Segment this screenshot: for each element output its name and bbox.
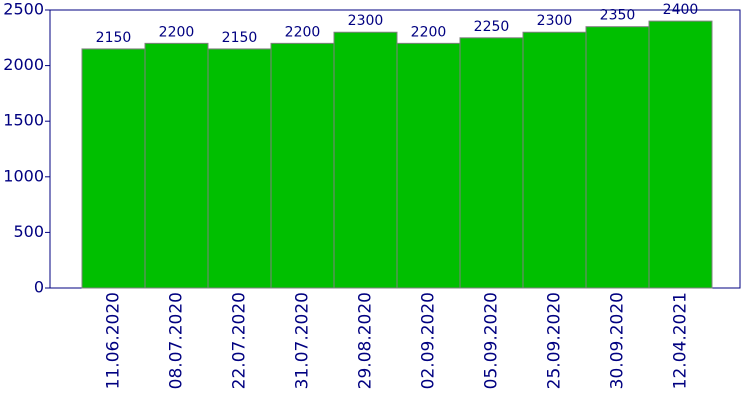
value-label: 2250 xyxy=(474,19,510,35)
y-tick-label: 500 xyxy=(13,222,44,241)
value-label: 2200 xyxy=(285,24,321,40)
bar xyxy=(459,37,524,289)
x-tick-label: 30.09.2020 xyxy=(608,292,628,389)
bar xyxy=(522,31,587,289)
bar xyxy=(270,42,335,289)
bar xyxy=(144,42,209,289)
value-label: 2150 xyxy=(222,30,258,46)
y-tick-label: 1000 xyxy=(3,166,44,185)
y-tick-label: 2500 xyxy=(3,0,44,19)
value-label: 2200 xyxy=(411,24,447,40)
x-tick-label: 02.09.2020 xyxy=(419,292,439,389)
bar xyxy=(585,26,650,289)
value-label: 2300 xyxy=(348,13,384,29)
value-label: 2150 xyxy=(96,30,132,46)
x-tick-label: 08.07.2020 xyxy=(167,292,187,389)
y-tick-label: 0 xyxy=(34,278,44,297)
bar xyxy=(396,42,461,289)
x-tick-label: 12.04.2021 xyxy=(671,292,691,389)
x-tick-label: 22.07.2020 xyxy=(230,292,250,389)
value-label: 2350 xyxy=(600,8,636,24)
value-label: 2400 xyxy=(663,2,699,18)
x-tick-label: 11.06.2020 xyxy=(104,292,124,389)
value-label: 2300 xyxy=(537,13,573,29)
x-tick-label: 05.09.2020 xyxy=(482,292,502,389)
bar xyxy=(648,20,713,289)
value-label: 2200 xyxy=(159,24,195,40)
x-tick-label: 25.09.2020 xyxy=(545,292,565,389)
bar xyxy=(81,48,146,289)
y-tick-label: 2000 xyxy=(3,55,44,74)
y-tick-label: 1500 xyxy=(3,111,44,130)
x-tick-label: 29.08.2020 xyxy=(356,292,376,389)
bar xyxy=(333,31,398,289)
bar xyxy=(207,48,272,289)
x-tick-label: 31.07.2020 xyxy=(293,292,313,389)
